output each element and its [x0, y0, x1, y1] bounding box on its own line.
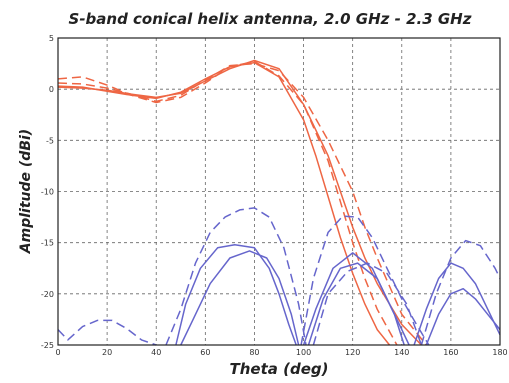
series-line-3	[57, 60, 398, 346]
y-tick-label: -5	[46, 136, 54, 145]
y-tick-label: -25	[41, 341, 54, 350]
series-line-7	[302, 252, 410, 346]
x-axis-label: Theta (deg)	[230, 360, 329, 378]
x-tick-label: 120	[345, 348, 360, 357]
x-tick-label: 40	[151, 348, 161, 357]
x-tick-label: 140	[394, 348, 409, 357]
y-axis-label: Amplitude (dBi)	[18, 129, 34, 254]
series-line-15	[420, 239, 501, 346]
grid	[58, 38, 500, 345]
series-group	[57, 59, 501, 346]
x-tick-label: 180	[492, 348, 507, 357]
x-tick-label: 20	[102, 348, 112, 357]
series-line-4	[57, 62, 427, 346]
y-tick-label: -20	[41, 290, 54, 299]
series-line-6	[180, 250, 300, 346]
series-line-8	[307, 262, 405, 346]
series-line-5	[175, 243, 297, 346]
x-tick-label: 0	[55, 348, 60, 357]
x-tick-labels: 0 20 40 60 80 100 120 140 160 180	[55, 348, 507, 357]
series-line-2	[57, 59, 422, 346]
series-line-1	[57, 61, 391, 346]
x-tick-label: 100	[296, 348, 311, 357]
x-tick-label: 80	[249, 348, 259, 357]
series-line-12	[165, 207, 307, 346]
series-line-10	[425, 287, 501, 346]
series-line-11	[57, 319, 157, 346]
series-line-9	[413, 262, 501, 346]
y-tick-label: 0	[49, 85, 54, 94]
series-line-14	[312, 262, 423, 346]
chart-title: S-band conical helix antenna, 2.0 GHz - …	[69, 10, 472, 28]
y-tick-label: -15	[41, 239, 54, 248]
y-tick-label: 5	[49, 34, 54, 43]
y-tick-labels: 5 0 -5 -10 -15 -20 -25	[41, 34, 54, 350]
plot-frame	[57, 37, 501, 346]
x-tick-label: 160	[443, 348, 458, 357]
x-tick-label: 60	[200, 348, 210, 357]
y-tick-label: -10	[41, 188, 54, 197]
